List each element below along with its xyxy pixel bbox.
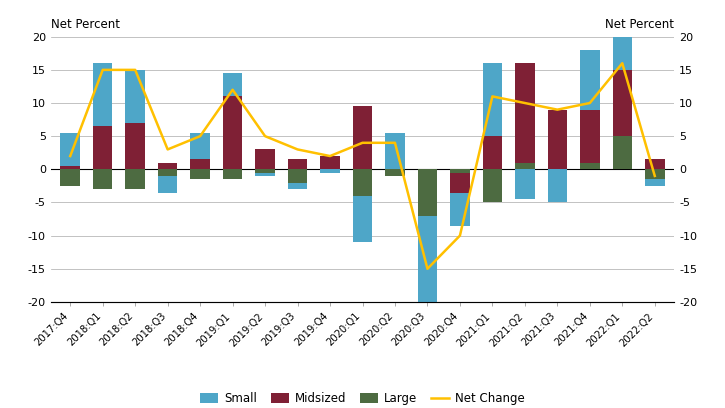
Bar xyxy=(255,169,275,173)
Bar xyxy=(580,110,600,163)
Bar xyxy=(547,169,567,202)
Bar xyxy=(547,110,567,169)
Bar xyxy=(288,160,307,169)
Bar xyxy=(191,133,210,160)
Bar xyxy=(125,70,145,123)
Bar xyxy=(223,73,242,96)
Bar xyxy=(418,216,437,319)
Bar xyxy=(613,136,632,169)
Text: Net Percent: Net Percent xyxy=(51,18,120,31)
Bar xyxy=(385,133,405,169)
Bar xyxy=(515,169,534,199)
Bar xyxy=(93,169,112,189)
Bar xyxy=(613,70,632,136)
Bar xyxy=(645,179,665,186)
Bar xyxy=(60,166,80,169)
Bar xyxy=(450,193,470,226)
Bar xyxy=(223,96,242,169)
Bar xyxy=(191,160,210,169)
Bar xyxy=(515,163,534,169)
Text: Net Percent: Net Percent xyxy=(605,18,674,31)
Bar xyxy=(288,169,307,183)
Bar xyxy=(645,160,665,169)
Bar xyxy=(320,156,340,169)
Bar xyxy=(353,196,372,242)
Bar xyxy=(191,169,210,179)
Bar xyxy=(223,169,242,179)
Bar xyxy=(483,136,502,169)
Bar xyxy=(353,169,372,196)
Bar xyxy=(645,169,665,179)
Bar xyxy=(60,133,80,166)
Bar xyxy=(125,123,145,169)
Bar xyxy=(450,173,470,193)
Bar xyxy=(255,173,275,176)
Bar xyxy=(515,63,534,163)
Bar xyxy=(158,169,178,176)
Bar xyxy=(353,106,372,169)
Bar xyxy=(385,169,405,176)
Bar xyxy=(450,169,470,173)
Bar xyxy=(158,163,178,169)
Bar xyxy=(483,169,502,202)
Bar xyxy=(580,50,600,110)
Bar xyxy=(288,183,307,189)
Bar xyxy=(613,30,632,70)
Bar xyxy=(320,169,340,173)
Bar xyxy=(93,63,112,126)
Bar xyxy=(93,126,112,169)
Bar xyxy=(418,169,437,216)
Bar xyxy=(158,176,178,193)
Bar xyxy=(580,163,600,169)
Legend: Small, Midsized, Large, Net Change: Small, Midsized, Large, Net Change xyxy=(196,387,529,408)
Bar xyxy=(60,169,80,186)
Bar xyxy=(255,149,275,169)
Bar xyxy=(483,63,502,136)
Bar xyxy=(125,169,145,189)
